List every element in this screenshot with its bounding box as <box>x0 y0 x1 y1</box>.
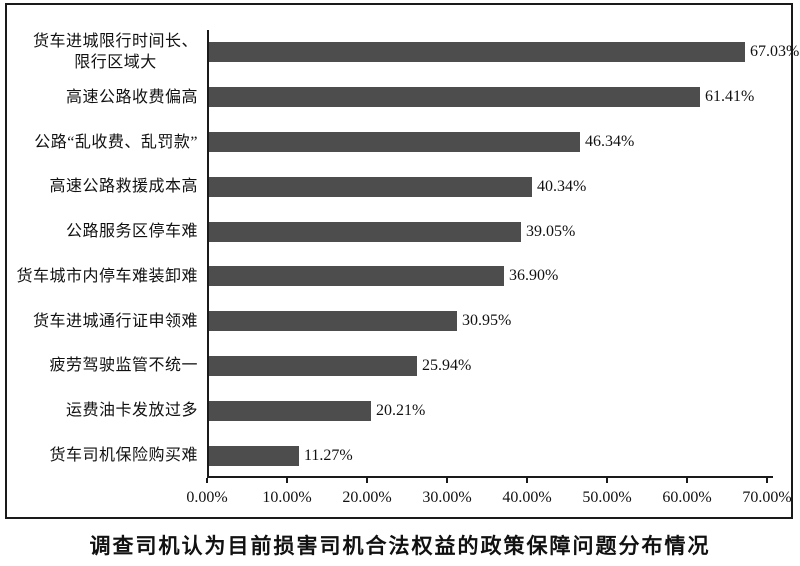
category-label-line: 公路服务区停车难 <box>65 223 198 240</box>
bar <box>209 266 504 286</box>
bar <box>209 311 457 331</box>
bar-value-label: 67.03% <box>750 43 800 60</box>
category-label-line: 限行区域大 <box>74 54 157 71</box>
x-axis-tick <box>206 478 208 483</box>
category-label-line: 高速公路救援成本高 <box>49 178 198 195</box>
bar <box>209 401 371 421</box>
category-label-line: 运费油卡发放过多 <box>65 402 198 419</box>
category-label-line: 货车进城限行时间长、 <box>32 33 198 50</box>
bar-value-label: 11.27% <box>304 447 353 464</box>
category-label-line: 公路“乱收费、乱罚款” <box>34 134 198 151</box>
x-axis-tick-label: 70.00% <box>742 489 792 506</box>
bar <box>209 222 521 242</box>
bar <box>209 446 299 466</box>
bar <box>209 132 580 152</box>
category-label: 高速公路救援成本高 <box>49 176 198 197</box>
x-axis-tick-label: 30.00% <box>422 489 472 506</box>
x-axis-tick-label: 20.00% <box>342 489 392 506</box>
category-label: 货车进城限行时间长、 限行区域大 <box>33 31 198 73</box>
category-label: 货车进城通行证申领难 <box>33 311 198 332</box>
chart-title: 调查司机认为目前损害司机合法权益的政策保障问题分布情况 <box>89 534 711 558</box>
x-axis-tick-label: 60.00% <box>662 489 712 506</box>
bar <box>209 356 417 376</box>
x-axis-tick-label: 10.00% <box>262 489 312 506</box>
category-label: 高速公路收费偏高 <box>66 87 198 108</box>
category-label: 货车司机保险购买难 <box>49 445 198 466</box>
category-labels: 货车进城限行时间长、 限行区域大高速公路收费偏高公路“乱收费、乱罚款” 高速公路救援… <box>7 30 203 478</box>
category-label: 疲劳驾驶监管不统一 <box>49 355 198 376</box>
x-axis-tick <box>526 478 528 483</box>
x-axis-tick-label: 40.00% <box>502 489 552 506</box>
category-label: 货车城市内停车难装卸难 <box>16 266 198 287</box>
x-axis-tick <box>606 478 608 483</box>
bar <box>209 42 745 62</box>
category-label-line: 货车司机保险购买难 <box>49 447 198 464</box>
x-axis-tick <box>366 478 368 483</box>
bar-value-label: 39.05% <box>526 223 576 240</box>
x-axis-tick-label: 0.00% <box>186 489 228 506</box>
category-label-line: 货车进城通行证申领难 <box>32 313 198 330</box>
bar-value-label: 61.41% <box>705 88 755 105</box>
category-label-line: 货车城市内停车难装卸难 <box>16 268 198 285</box>
chart-frame: 货车进城限行时间长、 限行区域大高速公路收费偏高公路“乱收费、乱罚款” 高速公路救援… <box>5 3 799 519</box>
bar <box>209 177 532 197</box>
bar-value-label: 36.90% <box>509 267 559 284</box>
x-axis-tick <box>446 478 448 483</box>
bar-value-label: 40.34% <box>537 178 587 195</box>
category-label: 公路“乱收费、乱罚款” <box>34 132 198 153</box>
bar-value-label: 30.95% <box>462 312 512 329</box>
category-label-line: 高速公路收费偏高 <box>65 89 198 106</box>
category-label: 运费油卡发放过多 <box>66 400 198 421</box>
x-axis-tick <box>686 478 688 483</box>
x-axis: 0.00% 10.00% 20.00% 30.00% 40.00% 50.00% 60.00… <box>186 478 792 518</box>
bar <box>209 87 700 107</box>
x-axis-tick <box>286 478 288 483</box>
category-label: 公路服务区停车难 <box>66 221 198 242</box>
bar-value-label: 20.21% <box>376 402 426 419</box>
bar-value-label: 25.94% <box>422 357 472 374</box>
plot-area: 67.03% 61.41% 46.34% 40.34% 39.05% 36.90% 30.9… <box>207 30 799 478</box>
bar-value-label: 46.34% <box>585 133 635 150</box>
category-label-line: 疲劳驾驶监管不统一 <box>49 357 198 374</box>
x-axis-tick <box>766 478 768 483</box>
x-axis-tick-label: 50.00% <box>582 489 632 506</box>
